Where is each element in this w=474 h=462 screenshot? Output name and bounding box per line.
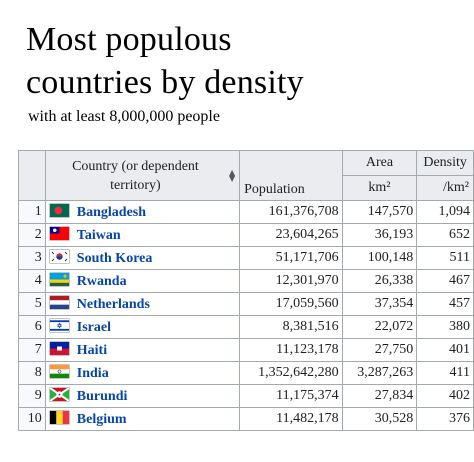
population-cell: 17,059,560	[239, 292, 343, 316]
rank-cell: 2	[18, 223, 46, 247]
density-cell: 402	[416, 384, 474, 408]
table-row: 3 South Korea 51,171,706 100,148 511	[18, 246, 474, 270]
table-row: 7 Haiti 11,123,178 27,750 401	[18, 338, 474, 362]
table-row: 10 Belgium 11,482,178 30,528 376	[18, 407, 474, 431]
country-link[interactable]: Burundi	[76, 388, 128, 404]
country-link[interactable]: Israel	[76, 319, 111, 335]
table-row: 8 India 1,352,642,280 3,287,263 411	[18, 361, 474, 385]
area-header-label: Area	[365, 155, 394, 170]
country-header-label: Country (or dependent territory)	[72, 158, 199, 193]
density-table: Country (or dependent territory) ▲ ▼ Popu…	[18, 150, 474, 431]
density-header-label: Density	[423, 155, 467, 170]
population-cell: 8,381,516	[239, 315, 343, 339]
country-cell: Netherlands	[44, 292, 241, 316]
south-korea-flag-icon	[49, 249, 69, 263]
taiwan-flag-icon	[49, 226, 69, 240]
area-cell: 37,354	[341, 292, 418, 316]
title-line-2: countries by density	[26, 64, 304, 101]
density-cell: 376	[416, 407, 474, 431]
country-link[interactable]: India	[76, 365, 109, 381]
table-row: 1 Bangladesh 161,376,708 147,570 1,094	[18, 200, 474, 224]
area-cell: 147,570	[341, 200, 418, 224]
rank-cell: 8	[18, 361, 46, 385]
density-cell: 401	[416, 338, 474, 362]
area-cell: 27,834	[341, 384, 418, 408]
burundi-flag-icon	[49, 387, 69, 401]
country-cell: Israel	[44, 315, 241, 339]
area-cell: 30,528	[341, 407, 418, 431]
israel-flag-icon	[49, 318, 69, 332]
rank-cell: 9	[18, 384, 46, 408]
population-cell: 23,604,265	[239, 223, 343, 247]
table-row: 6 Israel 8,381,516 22,072 380	[18, 315, 474, 339]
haiti-flag-icon	[49, 341, 69, 355]
density-column-header[interactable]: Density	[416, 150, 474, 176]
population-cell: 11,482,178	[239, 407, 343, 431]
country-cell: Haiti	[44, 338, 241, 362]
density-cell: 467	[416, 269, 474, 293]
country-cell: Burundi	[44, 384, 241, 408]
rwanda-flag-icon	[49, 272, 69, 286]
country-cell: South Korea	[44, 246, 241, 270]
rank-cell: 6	[18, 315, 46, 339]
country-cell: Bangladesh	[44, 200, 241, 224]
density-cell: 411	[416, 361, 474, 385]
country-cell: India	[44, 361, 241, 385]
title-line-1: Most populous	[26, 21, 232, 58]
country-cell: Rwanda	[44, 269, 241, 293]
area-cell: 22,072	[341, 315, 418, 339]
area-cell: 100,148	[341, 246, 418, 270]
country-link[interactable]: Belgium	[76, 411, 127, 427]
table-row: 4 Rwanda 12,301,970 26,338 467	[18, 269, 474, 293]
density-cell: 457	[416, 292, 474, 316]
rank-cell: 7	[18, 338, 46, 362]
country-link[interactable]: South Korea	[76, 250, 153, 266]
sort-arrows-icon[interactable]: ▲ ▼	[228, 167, 236, 183]
density-cell: 511	[416, 246, 474, 270]
area-unit-label: km²	[368, 180, 391, 195]
population-cell: 12,301,970	[239, 269, 343, 293]
country-link[interactable]: Rwanda	[76, 273, 127, 289]
india-flag-icon	[49, 364, 69, 378]
table-row: 5 Netherlands 17,059,560 37,354 457	[18, 292, 474, 316]
country-cell: Belgium	[44, 407, 241, 431]
netherlands-flag-icon	[49, 295, 69, 309]
population-header-label: Population	[244, 182, 305, 197]
country-link[interactable]: Taiwan	[76, 227, 121, 243]
density-cell: 1,094	[416, 200, 474, 224]
area-cell: 36,193	[341, 223, 418, 247]
country-link[interactable]: Haiti	[76, 342, 108, 358]
area-cell: 26,338	[341, 269, 418, 293]
population-cell: 161,376,708	[239, 200, 343, 224]
rank-cell: 1	[18, 200, 46, 224]
population-cell: 1,352,642,280	[239, 361, 343, 385]
density-cell: 380	[416, 315, 474, 339]
page-title: Most populous countries by density	[26, 18, 304, 104]
table-row: 9 Burundi 11,175,374 27,834 402	[18, 384, 474, 408]
rank-header	[18, 150, 46, 201]
density-unit-header: /km²	[416, 175, 474, 201]
rank-cell: 3	[18, 246, 46, 270]
country-link[interactable]: Bangladesh	[76, 204, 147, 220]
rank-cell: 4	[18, 269, 46, 293]
population-cell: 11,175,374	[239, 384, 343, 408]
country-link[interactable]: Netherlands	[76, 296, 150, 312]
country-column-header[interactable]: Country (or dependent territory) ▲ ▼	[44, 150, 241, 201]
population-cell: 51,171,706	[239, 246, 343, 270]
area-column-header[interactable]: Area	[341, 150, 418, 176]
density-cell: 652	[416, 223, 474, 247]
table-row: 2 Taiwan 23,604,265 36,193 652	[18, 223, 474, 247]
population-column-header[interactable]: Population	[239, 150, 343, 201]
rank-cell: 10	[18, 407, 46, 431]
page-subtitle: with at least 8,000,000 people	[28, 108, 220, 125]
rank-cell: 5	[18, 292, 46, 316]
area-unit-header: km²	[341, 175, 418, 201]
area-cell: 27,750	[341, 338, 418, 362]
country-cell: Taiwan	[44, 223, 241, 247]
bangladesh-flag-icon	[49, 203, 69, 217]
population-cell: 11,123,178	[239, 338, 343, 362]
area-cell: 3,287,263	[341, 361, 418, 385]
density-unit-label: /km²	[443, 180, 469, 195]
belgium-flag-icon	[49, 410, 69, 424]
